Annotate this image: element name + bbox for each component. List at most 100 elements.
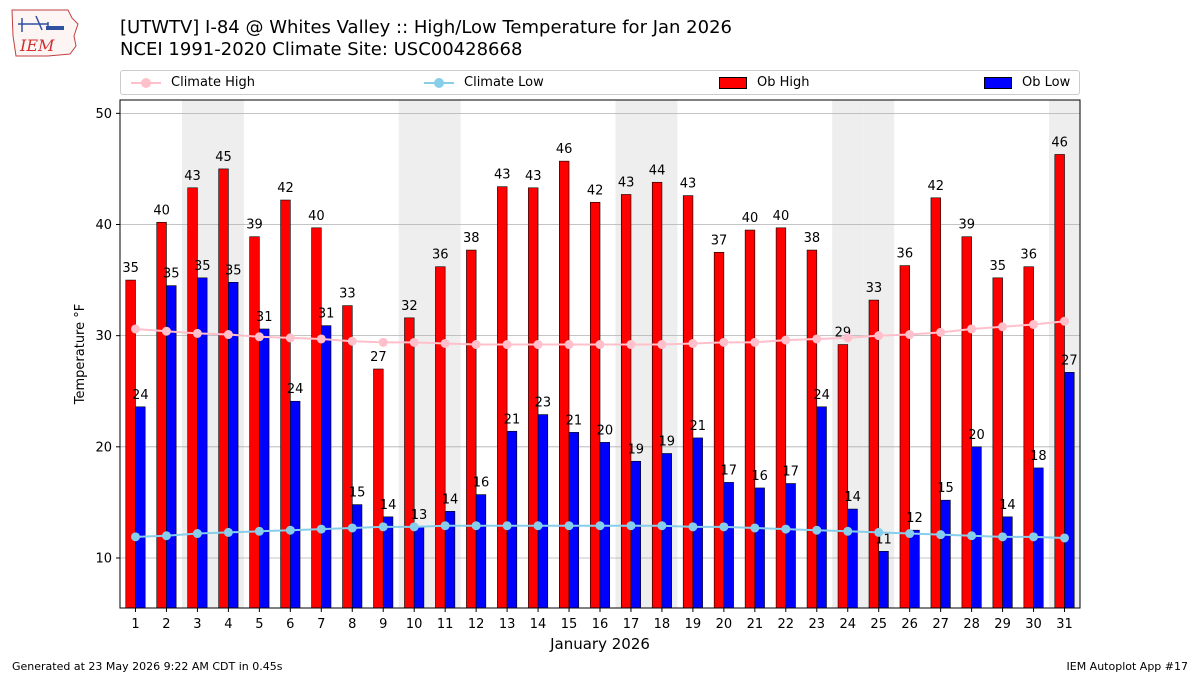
climate-low-point <box>471 521 481 531</box>
climate-high-point <box>781 335 791 345</box>
x-tick-label: 10 <box>406 617 423 632</box>
climate-low-point <box>595 521 605 531</box>
climate-low-point <box>843 526 853 536</box>
ob-high-bar <box>249 236 260 609</box>
ob-high-bar <box>837 344 849 609</box>
ob-high-bar <box>435 266 446 609</box>
climate-low-point <box>998 532 1008 542</box>
ob-high-bar <box>713 251 725 609</box>
climate-high-point <box>254 332 264 342</box>
ob-high-label: 38 <box>463 231 480 246</box>
ob-high-bar <box>775 227 787 609</box>
climate-low-point <box>626 521 636 531</box>
ob-low-bar <box>197 277 208 609</box>
chart-subtitle: NCEI 1991-2020 Climate Site: USC00428668 <box>120 39 523 60</box>
ob-high-label: 35 <box>122 261 139 276</box>
ob-high-bar <box>682 195 694 609</box>
ob-low-bar <box>940 499 951 609</box>
x-tick-label: 14 <box>530 617 547 632</box>
x-tick-label: 9 <box>379 617 387 632</box>
climate-low-point <box>285 525 295 535</box>
ob-low-label: 24 <box>132 388 149 403</box>
ob-low-label: 35 <box>194 259 211 274</box>
climate-high-point <box>223 330 233 340</box>
climate-high-point <box>564 340 574 350</box>
ob-low-label: 27 <box>1061 353 1078 368</box>
generated-footer: Generated at 23 May 2026 9:22 AM CDT in … <box>12 660 283 673</box>
climate-high-point <box>595 340 605 350</box>
ob-high-bar <box>311 227 322 609</box>
climate-high-point <box>905 330 915 340</box>
x-tick-label: 8 <box>348 617 356 632</box>
climate-high-point <box>812 334 822 344</box>
legend-label: Ob High <box>757 75 810 90</box>
climate-high-point <box>502 340 512 350</box>
ob-low-label: 18 <box>1030 449 1047 464</box>
ob-low-bar <box>661 453 672 609</box>
ob-high-bar <box>187 187 198 609</box>
ob-high-bar <box>899 265 910 609</box>
legend-item-ob-high: Ob High <box>719 71 810 94</box>
ob-high-label: 38 <box>804 231 821 246</box>
logo-text: IEM <box>19 36 55 55</box>
climate-low-point <box>440 521 450 531</box>
ob-low-bar <box>320 325 332 609</box>
ob-low-label: 24 <box>287 382 304 397</box>
climate-low-point <box>161 531 171 541</box>
ob-high-label: 40 <box>308 209 325 224</box>
x-tick-label: 21 <box>747 617 764 632</box>
ob-low-bar <box>537 414 549 609</box>
climate-high-point <box>719 337 729 347</box>
climate-high-point <box>130 324 140 334</box>
ob-high-bar <box>930 197 941 609</box>
ob-low-bar <box>475 494 487 609</box>
ob-low-label: 24 <box>813 388 830 403</box>
ob-high-label: 36 <box>897 247 914 262</box>
ob-low-label: 17 <box>782 465 799 480</box>
ob-low-bar <box>351 504 363 609</box>
climate-high-point <box>347 336 357 346</box>
climate-high-point <box>750 337 760 347</box>
ob-high-label: 43 <box>525 169 542 184</box>
climate-low-point <box>316 524 326 534</box>
climate-high-point <box>936 327 946 337</box>
ob-high-bar <box>342 305 353 609</box>
x-tick-label: 3 <box>193 617 201 632</box>
x-tick-label: 6 <box>286 617 294 632</box>
chart-title: [UTWTV] I-84 @ Whites Valley :: High/Low… <box>120 17 732 38</box>
ob-high-bar <box>620 194 632 609</box>
ob-low-label: 35 <box>163 267 180 282</box>
climate-low-point <box>409 522 419 532</box>
climate-low-point <box>223 527 233 537</box>
x-tick-label: 23 <box>809 617 826 632</box>
ob-low-bar <box>723 482 734 609</box>
ob-low-label: 23 <box>535 396 552 411</box>
climate-low-point <box>967 531 977 541</box>
ob-high-bar <box>373 368 384 609</box>
ob-high-label: 40 <box>773 209 790 224</box>
legend: Climate High Climate Low Ob High Ob Low <box>120 70 1080 95</box>
climate-high-point <box>161 326 171 336</box>
ob-high-bar <box>744 229 756 609</box>
legend-label: Ob Low <box>1022 75 1071 90</box>
y-tick-label: 50 <box>95 107 112 122</box>
x-tick-label: 22 <box>778 617 795 632</box>
ob-low-bar <box>135 406 146 609</box>
ob-low-bar <box>878 551 889 609</box>
y-tick-label: 40 <box>95 218 112 233</box>
ob-low-label: 20 <box>968 428 985 443</box>
ob-low-bar <box>847 508 858 609</box>
ob-low-bar <box>1064 372 1075 609</box>
ob-low-bar <box>909 529 920 609</box>
climate-high-point <box>409 337 419 347</box>
ob-low-label: 13 <box>411 508 428 523</box>
x-axis-label: January 2026 <box>549 635 650 653</box>
ob-high-swatch <box>719 76 747 89</box>
climate-high-point <box>440 338 450 348</box>
climate-high-point <box>192 328 202 338</box>
ob-low-bar <box>1002 516 1013 609</box>
climate-low-point <box>130 532 140 542</box>
x-tick-label: 11 <box>437 617 454 632</box>
climate-low-point <box>192 529 202 539</box>
x-tick-label: 28 <box>963 617 980 632</box>
